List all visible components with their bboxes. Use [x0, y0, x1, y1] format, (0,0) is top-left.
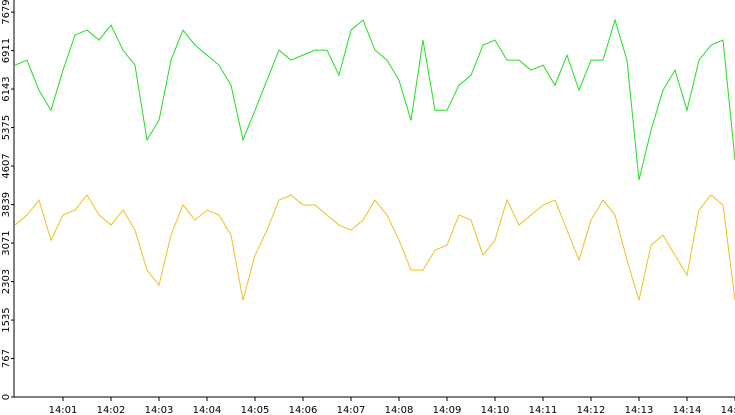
series-line — [14, 18, 735, 181]
y-tick-label: 5375 — [1, 115, 12, 140]
x-tick-label: 14:08 — [385, 405, 414, 415]
x-tick-label: 14:12 — [577, 405, 606, 415]
x-tick-label: 14:03 — [145, 405, 174, 415]
y-tick-label: 0 — [1, 394, 12, 400]
y-tick-label: 6143 — [1, 76, 12, 101]
x-tick-label: 14:02 — [97, 405, 126, 415]
x-tick-label: 14:05 — [241, 405, 270, 415]
y-tick-label: 7679 — [1, 0, 12, 25]
x-tick-label: 14:15 — [721, 405, 735, 415]
x-tick-label: 14:10 — [481, 405, 510, 415]
y-tick-label: 4607 — [1, 153, 12, 178]
x-tick-label: 14:04 — [193, 405, 222, 415]
y-tick-label: 6911 — [1, 38, 12, 63]
y-tick-label: 767 — [1, 349, 12, 368]
y-tick-label: 3071 — [1, 230, 12, 255]
x-tick-label: 14:11 — [529, 405, 558, 415]
series-line — [14, 194, 735, 301]
y-tick-label: 3839 — [1, 192, 12, 217]
x-tick-label: 14:01 — [49, 405, 78, 415]
x-tick-label: 14:14 — [673, 405, 702, 415]
x-tick-label: 14:06 — [289, 405, 318, 415]
x-tick-label: 14:09 — [433, 405, 462, 415]
y-tick-label: 2303 — [1, 269, 12, 294]
x-tick-label: 14:13 — [625, 405, 654, 415]
x-tick-label: 14:07 — [337, 405, 366, 415]
y-tick-label: 1535 — [1, 307, 12, 332]
